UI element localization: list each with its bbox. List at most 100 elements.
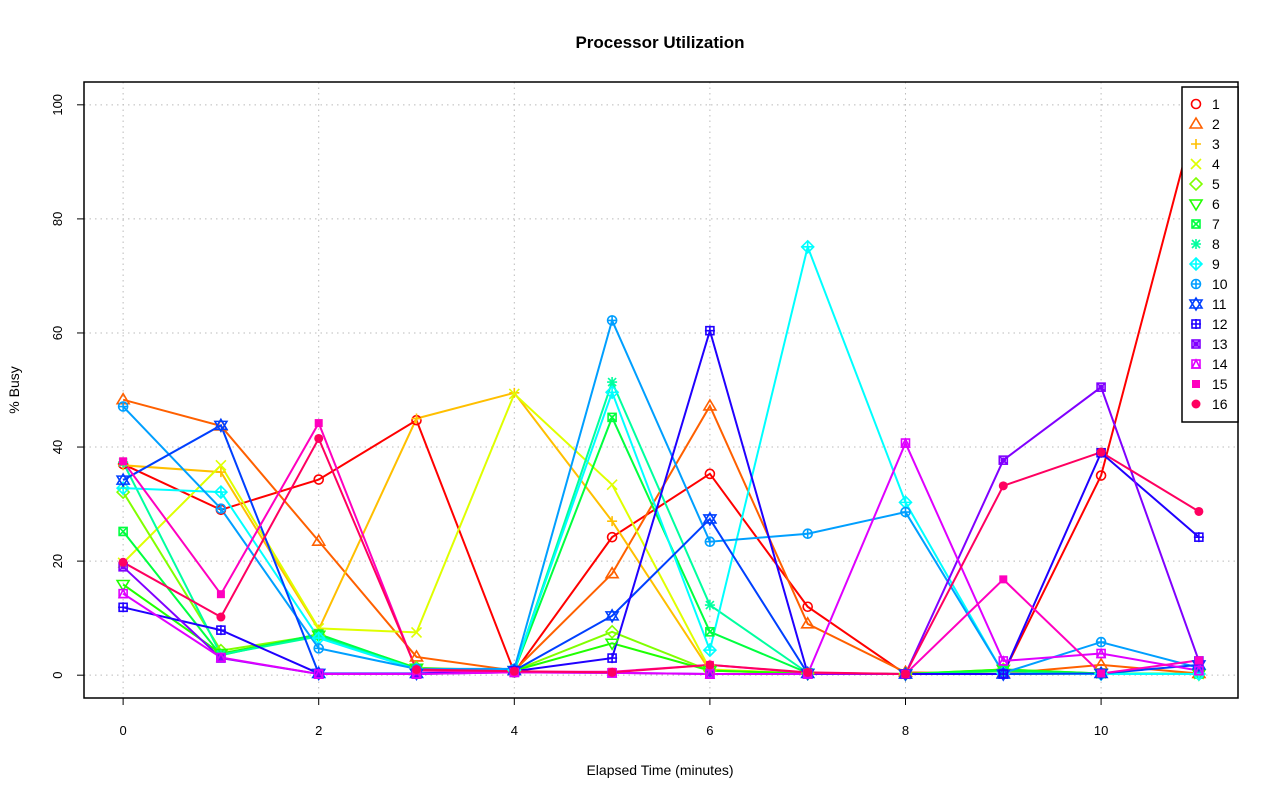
grid [84, 82, 1238, 698]
marker-square-triangle [313, 668, 325, 679]
marker-diamond-plus [604, 385, 620, 400]
marker-circle-plus [118, 401, 129, 412]
marker-star-of-david [1188, 299, 1204, 312]
legend-label: 16 [1212, 396, 1228, 412]
marker-square-cross [118, 526, 128, 537]
legend-label: 1 [1212, 96, 1220, 112]
marker-diamond-plus [115, 480, 131, 496]
legend-item-8: 8 [1191, 236, 1220, 252]
legend-item-1: 1 [1190, 96, 1220, 112]
marker-diamond-plus [800, 239, 815, 254]
legend-label: 4 [1212, 156, 1220, 172]
marker-square-triangle [117, 587, 129, 599]
legend-item-11: 11 [1188, 296, 1227, 312]
y-tick-label: 40 [50, 440, 65, 454]
marker-plus [1191, 139, 1201, 149]
legend-label: 10 [1212, 276, 1228, 292]
series-line-15 [122, 420, 1200, 676]
marker-filled-square [999, 575, 1008, 584]
marker-star-of-david [604, 608, 620, 621]
marker-circle-cross [998, 455, 1009, 465]
marker-triangle-down [115, 579, 131, 593]
marker-star-of-david [213, 417, 229, 431]
legend-label: 6 [1212, 196, 1220, 212]
y-tick-label: 0 [50, 672, 65, 679]
legend-item-10: 10 [1190, 276, 1228, 292]
marker-filled-circle [1191, 399, 1201, 409]
series-markers-16 [118, 433, 1204, 679]
series-line-4 [122, 392, 1199, 676]
marker-circle [606, 531, 618, 543]
marker-triangle [604, 566, 620, 579]
y-tick-label: 20 [50, 554, 65, 568]
y-tick-label: 80 [50, 212, 65, 226]
marker-star-of-david [115, 472, 131, 485]
y-axis-label: % Busy [6, 366, 22, 413]
marker-filled-circle [314, 433, 324, 443]
marker-square-cross [607, 412, 617, 422]
marker-star-of-david [115, 475, 131, 488]
marker-square-triangle [997, 655, 1009, 666]
marker-plus [607, 516, 618, 527]
marker-square-triangle [900, 437, 911, 448]
marker-square-triangle [215, 651, 227, 663]
series-markers-12 [118, 325, 1204, 680]
marker-filled-circle [900, 669, 910, 679]
marker-circle-plus [704, 536, 715, 547]
x-axis-label: Elapsed Time (minutes) [586, 762, 733, 778]
legend-item-9: 9 [1188, 256, 1220, 272]
legend-item-13: 13 [1191, 336, 1228, 352]
legend-box [1181, 86, 1239, 423]
marker-diamond-plus [607, 387, 618, 398]
marker-circle [1095, 470, 1107, 481]
marker-square-plus [1191, 319, 1201, 329]
legend-item-15: 15 [1192, 376, 1228, 392]
legend-label: 14 [1212, 356, 1228, 372]
marker-circle-plus [1096, 637, 1107, 648]
legend-label: 13 [1212, 336, 1228, 352]
marker-square-triangle [1190, 358, 1202, 369]
legend-label: 3 [1212, 136, 1220, 152]
marker-asterisk [607, 377, 617, 387]
series-line-7 [122, 414, 1199, 676]
marker-circle-cross [998, 455, 1008, 465]
series-markers-2 [115, 392, 1207, 679]
legend-label: 2 [1212, 116, 1220, 132]
series-line-12 [122, 327, 1200, 676]
marker-star-of-david [702, 514, 718, 527]
marker-filled-square [1097, 669, 1106, 678]
marker-filled-square [119, 457, 128, 466]
marker-plus [509, 387, 520, 398]
marker-filled-circle [803, 667, 813, 677]
marker-circle-plus [313, 643, 324, 654]
marker-circle [1190, 98, 1202, 110]
legend-label: 12 [1212, 316, 1228, 332]
marker-cross [410, 626, 423, 638]
marker-asterisk [705, 600, 715, 610]
legend-label: 7 [1212, 216, 1220, 232]
series-markers-9 [115, 239, 1207, 682]
marker-square-cross [118, 526, 128, 537]
legend-item-3: 3 [1191, 136, 1220, 152]
legend-item-5: 5 [1188, 176, 1220, 192]
legend-item-7: 7 [1191, 216, 1220, 232]
marker-circle-cross [1191, 339, 1201, 349]
series-line-2 [122, 398, 1199, 675]
series-markers-15 [119, 419, 1203, 679]
series-markers-7 [118, 412, 1204, 679]
marker-diamond-plus [802, 241, 813, 252]
marker-circle [313, 474, 325, 485]
series-markers [115, 99, 1207, 682]
marker-filled-circle [118, 557, 128, 567]
marker-star-of-david [702, 511, 718, 524]
marker-square-plus [118, 602, 129, 613]
marker-square-plus [1193, 532, 1204, 543]
x-tick-label: 0 [120, 723, 127, 738]
marker-star-of-david [1188, 296, 1204, 309]
marker-triangle [311, 533, 327, 546]
marker-asterisk [1191, 239, 1201, 249]
marker-triangle [800, 616, 816, 629]
marker-diamond [1188, 176, 1204, 192]
